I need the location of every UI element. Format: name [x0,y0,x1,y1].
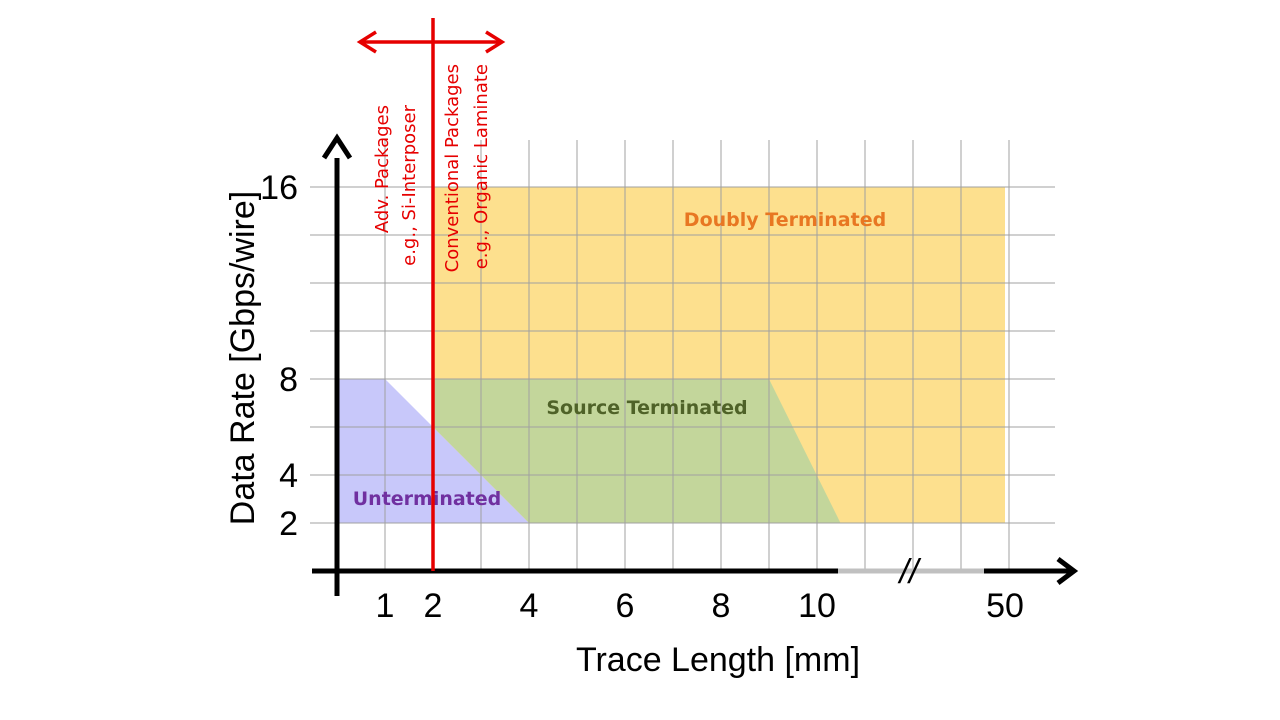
package-boundary: Adv. Packages e.g., Si-Interposer Conventi… [356,18,506,571]
region-source-terminated [433,379,841,523]
conventional-packages-label: e.g., Organic Laminate [471,64,492,269]
axes: // [312,133,1079,596]
x-tick-label: 1 [376,587,395,625]
x-tick-label: 4 [520,587,539,625]
y-axis-arrow [321,133,353,160]
adv-packages-label: e.g., Si-Interposer [399,104,420,265]
x-axis-arrow [1056,557,1079,585]
y-tick-label: 2 [279,505,298,543]
y-axis-title: Data Rate [Gbps/wire] [224,191,262,525]
adv-packages-label: Adv. Packages [372,105,393,233]
label-source-terminated: Source Terminated [546,397,747,419]
y-tick-label: 4 [279,457,298,495]
y-tick-label: 16 [260,169,298,207]
x-axis-title: Trace Length [mm] [576,641,860,679]
boundary-arrow-right [485,30,506,54]
x-tick-label: 6 [616,587,635,625]
x-axis-break-symbol: // [898,553,922,591]
region-labels: Doubly Terminated Source Terminated Unterm… [353,209,886,510]
label-unterminated: Unterminated [353,488,502,510]
boundary-arrow-left [356,30,377,54]
label-doubly-terminated: Doubly Terminated [684,209,886,231]
x-tick-label: 2 [424,587,443,625]
x-tick-label: 8 [712,587,731,625]
x-tick-label: 10 [798,587,836,625]
regions [337,187,1005,523]
y-tick-label: 8 [279,361,298,399]
conventional-packages-label: Conventional Packages [442,64,463,272]
x-tick-label: 50 [986,587,1024,625]
